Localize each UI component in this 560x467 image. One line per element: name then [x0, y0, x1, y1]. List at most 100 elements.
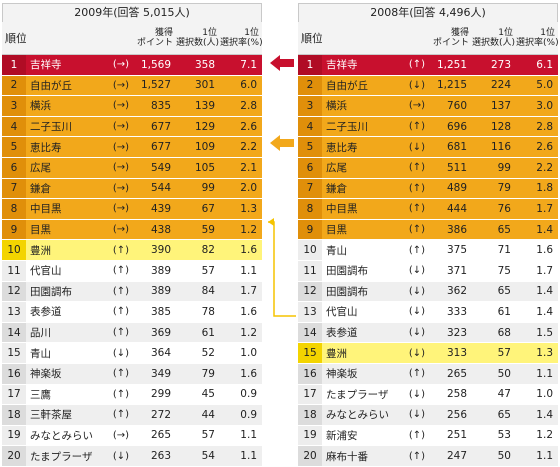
comparison-arrows — [268, 55, 296, 317]
rank-cell: 10 — [298, 239, 322, 261]
points-cell: 681 — [428, 136, 472, 158]
trend-cell: (↑) — [394, 54, 428, 76]
header-points-line1: 獲得 — [450, 28, 469, 38]
table-row: 8 中目黒 (↑) 444 76 1.7 — [298, 198, 558, 220]
trend-cell: (→) — [98, 178, 132, 200]
area-name-cell: 青山 — [322, 239, 394, 261]
points-cell: 489 — [428, 178, 472, 200]
points-cell: 677 — [132, 116, 176, 138]
table-row: 19 新浦安 (↑) 251 53 1.2 — [298, 425, 558, 447]
table-row: 3 横浜 (→) 760 137 3.0 — [298, 95, 558, 117]
area-name-cell: 目黒 — [26, 219, 98, 241]
area-name-cell: 表参道 — [322, 322, 394, 344]
points-cell: 313 — [428, 342, 472, 364]
table-header-row: 順位 獲得 ポイント 1位 選択数(人) 1位 選択率(%) — [298, 22, 558, 55]
trend-cell: (↑) — [98, 322, 132, 344]
area-name-cell: みなとみらい — [26, 425, 98, 447]
area-name-cell: 広尾 — [322, 157, 394, 179]
trend-cell: (↑) — [394, 198, 428, 220]
trend-cell: (↑) — [394, 116, 428, 138]
first-rate-cell: 1.3 — [220, 198, 262, 220]
header-first-count: 1位 選択数(人) — [176, 22, 220, 55]
first-rate-cell: 1.2 — [220, 219, 262, 241]
rank-cell: 12 — [298, 281, 322, 303]
table-row: 20 たまプラーザ (↓) 263 54 1.1 — [2, 445, 262, 467]
rank-cell: 14 — [2, 322, 26, 344]
trend-cell: (→) — [394, 95, 428, 117]
trend-cell: (→) — [98, 219, 132, 241]
first-count-cell: 76 — [472, 198, 516, 220]
rank-cell: 16 — [2, 363, 26, 385]
first-rate-cell: 2.2 — [220, 136, 262, 158]
header-trend — [394, 22, 428, 55]
ranking-panel-2009: 2009年(回答 5,015人) 順位 獲得 ポイント 1位 選択数(人) 1位 選択… — [2, 3, 262, 467]
table-row: 20 麻布十番 (↑) 247 50 1.1 — [298, 445, 558, 467]
first-rate-cell: 2.8 — [516, 116, 558, 138]
area-name-cell: 麻布十番 — [322, 445, 394, 467]
header-first-count-line1: 1位 — [202, 28, 217, 38]
rank-cell: 7 — [298, 178, 322, 200]
area-name-cell: 三軒茶屋 — [26, 404, 98, 426]
header-rank: 順位 — [2, 22, 26, 55]
first-rate-cell: 1.6 — [220, 301, 262, 323]
first-count-cell: 57 — [176, 260, 220, 282]
rank-cell: 12 — [2, 281, 26, 303]
first-count-cell: 65 — [472, 404, 516, 426]
first-count-cell: 59 — [176, 219, 220, 241]
points-cell: 1,251 — [428, 54, 472, 76]
first-rate-cell: 1.6 — [516, 239, 558, 261]
red-arrow-icon — [270, 55, 294, 71]
table-row: 16 神楽坂 (↑) 265 50 1.1 — [298, 363, 558, 385]
points-cell: 265 — [428, 363, 472, 385]
first-rate-cell: 1.5 — [516, 322, 558, 344]
points-cell: 439 — [132, 198, 176, 220]
header-points-line1: 獲得 — [154, 28, 173, 38]
header-name — [26, 22, 98, 55]
first-rate-cell: 1.1 — [220, 260, 262, 282]
rank-cell: 8 — [298, 198, 322, 220]
trend-cell: (↑) — [394, 445, 428, 467]
first-count-cell: 61 — [176, 322, 220, 344]
first-count-cell: 67 — [176, 198, 220, 220]
first-rate-cell: 1.4 — [516, 219, 558, 241]
table-row: 5 恵比寿 (↓) 681 116 2.6 — [298, 136, 558, 158]
first-rate-cell: 3.0 — [516, 95, 558, 117]
table-row: 9 目黒 (↑) 386 65 1.4 — [298, 219, 558, 241]
trend-cell: (↓) — [394, 404, 428, 426]
points-cell: 389 — [132, 260, 176, 282]
area-name-cell: 広尾 — [26, 157, 98, 179]
first-count-cell: 301 — [176, 75, 220, 97]
area-name-cell: 田園調布 — [322, 281, 394, 303]
rank-cell: 15 — [2, 342, 26, 364]
points-cell: 1,527 — [132, 75, 176, 97]
points-cell: 444 — [428, 198, 472, 220]
area-name-cell: 自由が丘 — [26, 75, 98, 97]
table-body: 1 吉祥寺 (↑) 1,251 273 6.1 2 自由が丘 (↓) 1,215 224 5.0 3 横浜… — [298, 54, 558, 467]
table-row: 2 自由が丘 (→) 1,527 301 6.0 — [2, 75, 262, 97]
table-row: 4 二子玉川 (↑) 696 128 2.8 — [298, 116, 558, 138]
trend-cell: (↓) — [98, 342, 132, 364]
points-cell: 549 — [132, 157, 176, 179]
area-name-cell: 二子玉川 — [26, 116, 98, 138]
header-first-count-line2: 選択数(人) — [472, 38, 516, 48]
points-cell: 364 — [132, 342, 176, 364]
points-cell: 438 — [132, 219, 176, 241]
points-cell: 511 — [428, 157, 472, 179]
first-count-cell: 139 — [176, 95, 220, 117]
first-count-cell: 224 — [472, 75, 516, 97]
first-rate-cell: 1.6 — [220, 239, 262, 261]
header-name — [322, 22, 394, 55]
first-count-cell: 45 — [176, 384, 220, 406]
table-row: 10 青山 (↑) 375 71 1.6 — [298, 239, 558, 261]
points-cell: 677 — [132, 136, 176, 158]
trend-cell: (↑) — [98, 363, 132, 385]
header-trend — [98, 22, 132, 55]
table-row: 15 青山 (↓) 364 52 1.0 — [2, 342, 262, 364]
first-count-cell: 52 — [176, 342, 220, 364]
table-row: 1 吉祥寺 (↑) 1,251 273 6.1 — [298, 54, 558, 76]
rank-cell: 8 — [2, 198, 26, 220]
area-name-cell: 吉祥寺 — [322, 54, 394, 76]
orange-arrow-icon — [270, 135, 294, 151]
header-points: 獲得 ポイント — [132, 22, 176, 55]
table-row: 14 品川 (↑) 369 61 1.2 — [2, 322, 262, 344]
